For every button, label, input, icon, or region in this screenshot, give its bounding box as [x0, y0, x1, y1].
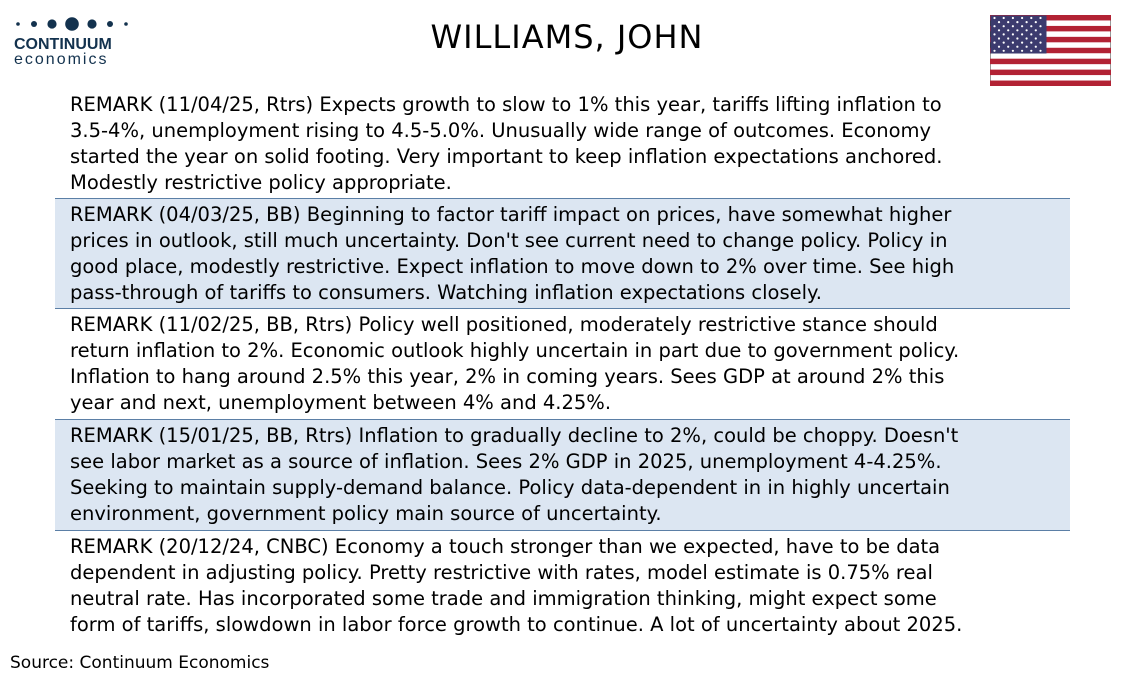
remarks-list: REMARK (11/04/25, Rtrs) Expects growth t… — [55, 89, 1070, 641]
remark-item: REMARK (11/04/25, Rtrs) Expects growth t… — [55, 89, 1070, 199]
logo-dots-icon — [16, 17, 128, 31]
continuum-logo: CONTINUUM economics — [14, 14, 134, 69]
logo-name-line1: CONTINUUM — [14, 36, 112, 53]
remark-item: REMARK (11/02/25, BB, Rtrs) Policy well … — [55, 309, 1070, 420]
remark-item: REMARK (15/01/25, BB, Rtrs) Inflation to… — [55, 420, 1070, 531]
remark-item: REMARK (04/03/25, BB) Beginning to facto… — [55, 199, 1070, 309]
source-note: Source: Continuum Economics — [10, 653, 270, 673]
remark-item: REMARK (20/12/24, CNBC) Economy a touch … — [70, 535, 963, 636]
page-title: WILLIAMS, JOHN — [430, 18, 704, 56]
us-flag-icon — [990, 15, 1111, 86]
logo-name-line2: economics — [14, 51, 109, 68]
